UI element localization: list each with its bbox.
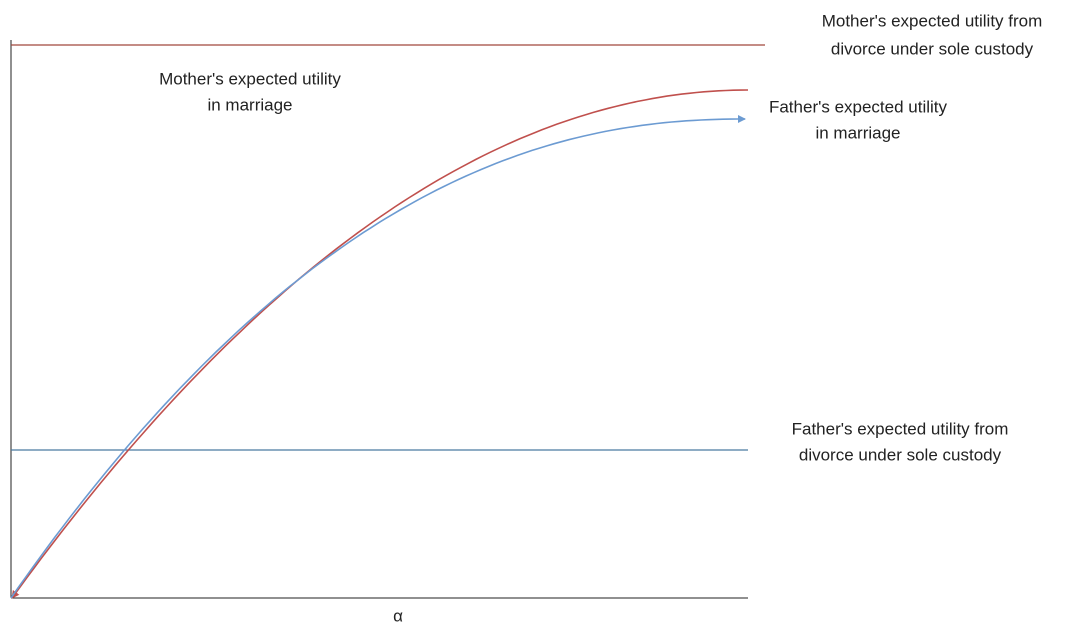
label: Father's expected utility bbox=[769, 97, 948, 116]
mother-marriage-curve bbox=[11, 89, 749, 599]
x-axis-label: α bbox=[393, 606, 403, 625]
father-marriage-curve bbox=[10, 115, 746, 599]
label: in marriage bbox=[815, 123, 900, 142]
label: Mother's expected utility bbox=[159, 69, 341, 88]
label: divorce under sole custody bbox=[831, 39, 1034, 58]
label: Father's expected utility from bbox=[792, 419, 1009, 438]
label: divorce under sole custody bbox=[799, 445, 1002, 464]
label: in marriage bbox=[207, 95, 292, 114]
label: Mother's expected utility from bbox=[822, 11, 1043, 30]
